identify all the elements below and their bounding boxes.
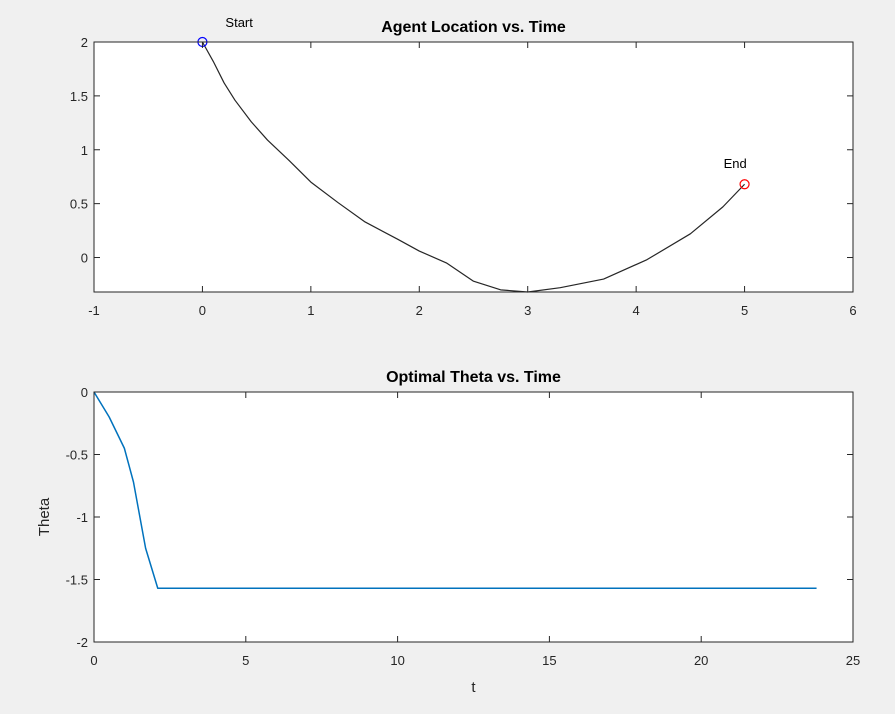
chart2-ytick-label: -1.5	[66, 573, 88, 588]
chart1-axes-box	[93, 41, 854, 293]
chart1-ytick-label: 0.5	[70, 197, 88, 212]
chart1-xtick-label: 0	[199, 303, 206, 318]
chart1-xtick-label: 6	[849, 303, 856, 318]
chart1-series-path-line	[201, 41, 746, 293]
chart2-xlabel: t	[471, 679, 476, 696]
chart1-xtick-label: -1	[88, 303, 100, 318]
chart1-xtick-label: 2	[416, 303, 423, 318]
chart2-ytick-label: -0.5	[66, 448, 88, 463]
chart2-xtick-label: 25	[846, 653, 860, 668]
chart1-plot-area	[94, 42, 853, 292]
chart1-title: Agent Location vs. Time	[381, 19, 566, 36]
chart1-end-label: End	[724, 156, 747, 171]
chart2-xtick-label: 10	[390, 653, 404, 668]
chart1-xtick-label: 1	[307, 303, 314, 318]
chart2-ytick-label: 0	[81, 385, 88, 400]
chart2-xtick-label: 20	[694, 653, 708, 668]
chart2-ylabel: Theta	[36, 497, 53, 536]
chart1-start-label: Start	[225, 15, 253, 30]
chart1-xtick-label: 4	[633, 303, 640, 318]
chart2-series-theta-line	[93, 391, 817, 589]
chart1-ytick-label: 2	[81, 35, 88, 50]
chart1-ytick-label: 1.5	[70, 89, 88, 104]
chart2-xtick-label: 5	[242, 653, 249, 668]
chart1-end-marker	[739, 179, 750, 190]
chart1-xtick-label: 3	[524, 303, 531, 318]
chart2-ytick-label: -2	[76, 635, 88, 650]
chart2-title: Optimal Theta vs. Time	[386, 369, 561, 386]
chart1-ytick-label: 0	[81, 251, 88, 266]
chart2-ytick-label: -1	[76, 510, 88, 525]
chart2-plot-area	[94, 392, 853, 642]
chart2-xtick-label: 0	[90, 653, 97, 668]
chart2-xtick-label: 15	[542, 653, 556, 668]
chart1-xtick-label: 5	[741, 303, 748, 318]
chart1-ytick-label: 1	[81, 143, 88, 158]
